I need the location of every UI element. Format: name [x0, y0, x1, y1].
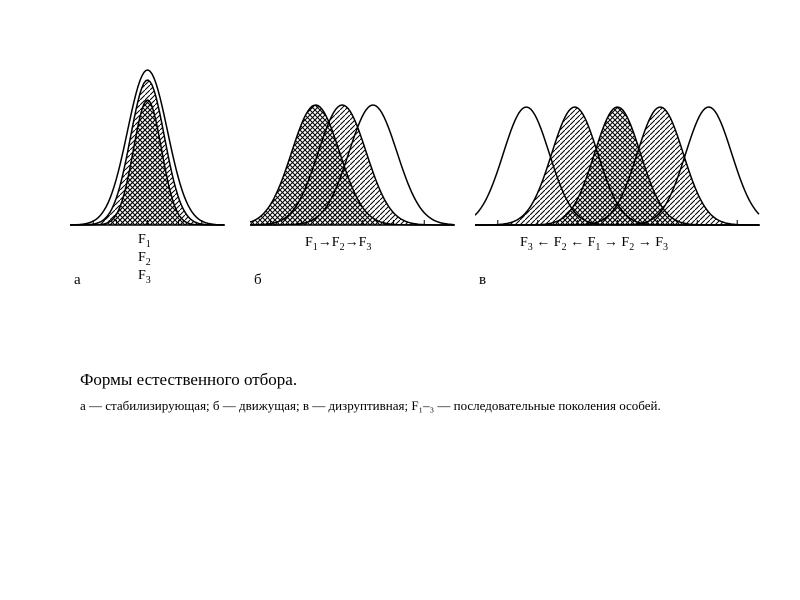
- panel-letter: а: [74, 272, 81, 289]
- panel-b: F1→F2→F3: [250, 50, 455, 240]
- panel-c-svg: [475, 50, 760, 240]
- figure-canvas: F1F2F3 а F1→F2→F3 б F3 ← F2 ← F1 → F2 → F3 в: [40, 50, 760, 350]
- panel-a: F1F2F3: [70, 50, 225, 240]
- panel-letter: в: [479, 272, 486, 289]
- axis-label: F3 ← F2 ← F1 → F2 → F3: [520, 235, 668, 253]
- panel-c: F3 ← F2 ← F1 → F2 → F3: [475, 50, 760, 240]
- axis-label: F1F2F3: [138, 232, 151, 285]
- panel-letter: б: [254, 272, 262, 289]
- panel-a-svg: [70, 50, 225, 240]
- figure-description: а — стабилизирующая; б — движущая; в — д…: [80, 398, 740, 414]
- figure-title: Формы естественного отбора.: [80, 370, 740, 390]
- axis-label: F1→F2→F3: [305, 235, 371, 253]
- panel-b-svg: [250, 50, 455, 240]
- caption-block: Формы естественного отбора. а — стабилиз…: [80, 370, 740, 414]
